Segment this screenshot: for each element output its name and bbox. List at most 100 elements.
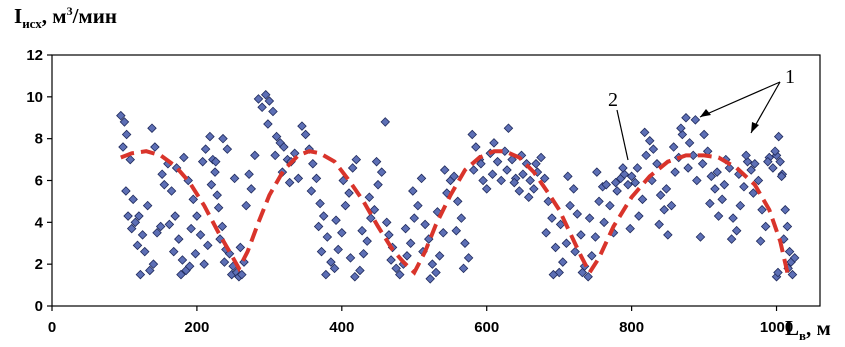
scatter-point [644, 135, 655, 146]
scatter-point [284, 177, 295, 188]
y-tick-label: 10 [26, 89, 43, 106]
scatter-point [135, 269, 146, 280]
scatter-point [329, 263, 340, 274]
scatter-point [402, 251, 412, 261]
scatter-point [719, 179, 730, 190]
scatter-point [381, 217, 392, 228]
scatter-point [468, 165, 479, 175]
scatter-point [297, 121, 307, 131]
scatter-point [355, 265, 365, 276]
scatter-point [395, 269, 405, 280]
scatter-point [271, 131, 282, 142]
scatter-point [789, 253, 800, 263]
scatter-point [150, 142, 160, 152]
annotation-1-leader-a [699, 81, 781, 118]
scatter-point [405, 238, 416, 249]
scatter-point [565, 200, 575, 211]
x-axis-label: Lв, м [785, 316, 831, 344]
y-axis-label: Iисх, м3/мин [14, 4, 117, 32]
scatter-point [509, 177, 520, 188]
scatter-point [587, 251, 597, 261]
scatter-point [456, 213, 467, 223]
scatter-point [331, 215, 341, 226]
scatter-point [166, 186, 177, 196]
scatter-point [192, 211, 202, 221]
scatter-point [481, 184, 492, 194]
scatter-point [268, 106, 278, 117]
scatter-point [306, 186, 317, 196]
scatter-point [177, 255, 188, 265]
scatter-point [380, 117, 391, 127]
scatter-point [139, 246, 150, 257]
scatter-point [386, 255, 396, 265]
scatter-point [705, 198, 715, 209]
scatter-point [142, 200, 153, 211]
scatter-point [594, 196, 604, 207]
scatter-point [619, 169, 630, 179]
scatter-point [270, 150, 280, 161]
scatter-point [264, 96, 275, 106]
scatter-point [584, 213, 595, 223]
scatter-point [770, 146, 780, 156]
scatter-point [452, 196, 463, 207]
scatter-point [260, 89, 271, 100]
scatter-point [639, 127, 650, 138]
scatter-point [625, 223, 635, 234]
scatter-point [503, 123, 514, 133]
scatter-point [570, 246, 580, 257]
scatter-point [174, 234, 184, 244]
y-tick-label: 2 [35, 256, 43, 273]
scatter-point [170, 211, 180, 221]
scatter-point [724, 163, 735, 173]
scatter-point [563, 171, 573, 182]
scatter-point [316, 246, 327, 257]
scatter-point [439, 165, 450, 175]
scatter-point [184, 261, 195, 272]
scatter-point [775, 156, 785, 167]
y-tick-label: 0 [35, 298, 43, 315]
scatter-point [471, 142, 481, 152]
scatter-point [652, 159, 662, 169]
scatter-point [121, 186, 131, 196]
scatter-point [200, 144, 211, 154]
x-tick-label: 200 [184, 319, 209, 336]
scatter-point [529, 184, 539, 194]
scatter-point [583, 271, 593, 282]
scatter-point [137, 230, 148, 240]
scatter-point [219, 257, 230, 267]
trend-curve [120, 149, 790, 277]
scatter-point [590, 232, 601, 242]
x-tick-label: 1000 [760, 319, 793, 336]
scatter-point [438, 228, 449, 238]
scatter-point [210, 167, 220, 177]
scatter-point [408, 186, 418, 196]
scatter-point [409, 213, 420, 223]
scatter-point [345, 253, 356, 263]
scatter-point [626, 171, 637, 182]
scatter-point [205, 131, 215, 142]
scatter-point [677, 129, 688, 140]
scatter-point [523, 192, 534, 202]
scatter-point [116, 110, 126, 121]
scatter-point [782, 221, 793, 232]
scatter-point [279, 142, 289, 152]
scatter-point [676, 123, 686, 133]
scatter-point [364, 192, 375, 202]
scatter-point [655, 190, 666, 200]
annotation-2-leader [616, 109, 629, 161]
scatter-point [605, 200, 615, 211]
scatter-point [179, 152, 189, 163]
scatter-point [561, 238, 572, 249]
scatter-point [157, 169, 167, 179]
scatter-point [648, 144, 659, 154]
scatter-point [321, 269, 331, 280]
scatter-point [717, 194, 727, 205]
scatter-point [780, 205, 790, 215]
scatter-point [203, 240, 213, 251]
y-tick-label: 4 [35, 214, 44, 231]
scatter-point [710, 184, 720, 194]
scatter-point [536, 152, 546, 163]
scatter-point [145, 265, 155, 276]
scatter-point [742, 156, 753, 167]
scatter-point [449, 171, 459, 182]
